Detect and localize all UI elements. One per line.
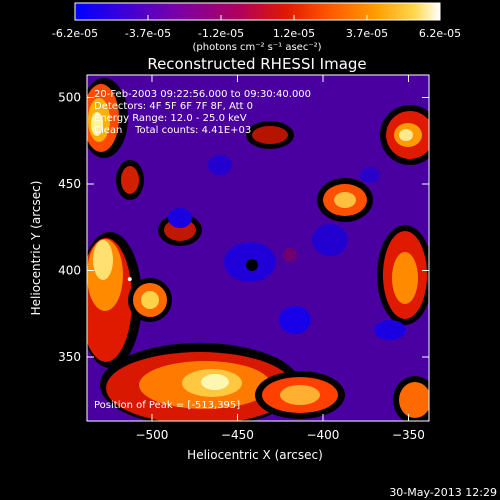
x-tick-label: −400 xyxy=(306,428,339,442)
emission-region xyxy=(334,192,356,208)
peak-marker xyxy=(127,277,132,282)
absorption-region xyxy=(283,248,297,262)
y-tick-label: 500 xyxy=(58,90,81,104)
emission-region xyxy=(280,385,320,405)
emission-region xyxy=(121,166,139,194)
colorbar-gradient xyxy=(74,2,441,21)
colorbar-tick-label: 1.2e-05 xyxy=(273,27,315,40)
colorbar-tick-label: -1.2e-05 xyxy=(198,27,244,40)
chart-title: Reconstructed RHESSI Image xyxy=(147,55,366,73)
image-plot: 20-Feb-2003 09:22:56.000 to 09:30:40.000… xyxy=(86,74,430,422)
colorbar-ticks xyxy=(74,15,441,20)
colorbar-units: (photons cm⁻² s⁻¹ asec⁻²) xyxy=(192,42,321,53)
energy-annotation: Energy Range: 12.0 - 25.0 keV xyxy=(94,113,247,124)
emission-map xyxy=(87,78,429,421)
y-tick-label: 450 xyxy=(58,177,81,191)
time-range-annotation: 20-Feb-2003 09:22:56.000 to 09:30:40.000 xyxy=(94,89,311,100)
emission-region xyxy=(141,291,159,309)
clean-annotation: Clean Total counts: 4.41E+03 xyxy=(94,125,251,136)
absorption-region xyxy=(360,167,380,183)
colorbar-tick-label: -3.7e-05 xyxy=(125,27,171,40)
colorbar: -6.2e-05 -3.7e-05 -1.2e-05 1.2e-05 3.7e-… xyxy=(52,2,461,53)
y-axis-label: Heliocentric Y (arcsec) xyxy=(29,181,43,316)
colorbar-tick-label: -6.2e-05 xyxy=(52,27,98,40)
absorption-region xyxy=(374,320,406,340)
absorption-region xyxy=(246,259,258,271)
absorption-region xyxy=(279,306,311,334)
x-tick-label: −500 xyxy=(135,428,168,442)
emission-region xyxy=(91,112,103,136)
absorption-region xyxy=(168,208,192,228)
absorption-region xyxy=(208,155,232,175)
axes: −500 −450 −400 −350 350 400 450 500 xyxy=(58,75,429,442)
footer-date: 30-May-2013 12:29 xyxy=(389,486,497,499)
absorption-region xyxy=(312,224,348,256)
colorbar-tick-label: 3.7e-05 xyxy=(346,27,388,40)
x-axis-label: Heliocentric X (arcsec) xyxy=(187,448,323,462)
peak-annotation: Position of Peak = [-513,395] xyxy=(94,400,240,411)
x-tick-label: −350 xyxy=(392,428,425,442)
x-tick-label: −450 xyxy=(221,428,254,442)
detectors-annotation: Detectors: 4F 5F 6F 7F 8F, Att 0 xyxy=(94,101,253,112)
emission-region xyxy=(201,374,229,390)
plot-frame xyxy=(86,74,430,422)
y-tick-label: 350 xyxy=(58,350,81,364)
emission-region xyxy=(399,382,429,418)
colorbar-tick-label: 6.2e-05 xyxy=(419,27,461,40)
y-tick-label: 400 xyxy=(58,263,81,277)
emission-region xyxy=(93,240,113,280)
emission-region xyxy=(392,252,418,304)
emission-region xyxy=(399,129,413,141)
emission-region xyxy=(252,126,288,144)
